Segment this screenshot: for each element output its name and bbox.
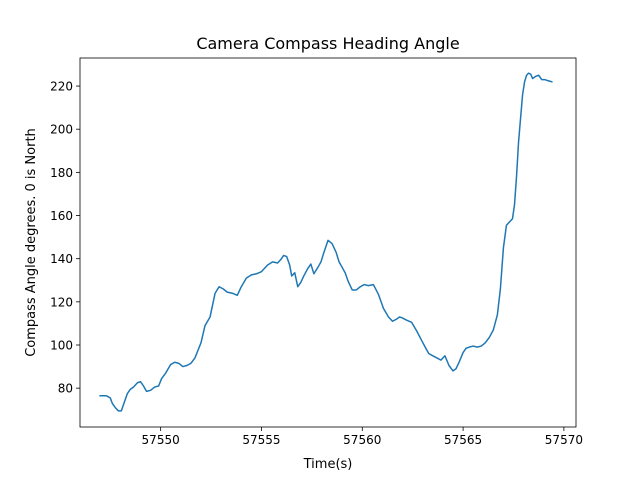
y-tick-label: 140 <box>50 252 73 266</box>
y-tick-label: 180 <box>50 166 73 180</box>
y-tick-label: 220 <box>50 80 73 94</box>
chart-title: Camera Compass Heading Angle <box>196 34 459 53</box>
x-tick-label: 57555 <box>242 433 280 447</box>
y-tick-label: 200 <box>50 123 73 137</box>
y-tick-label: 120 <box>50 295 73 309</box>
y-axis: 80 100 120 140 160 180 200 220 <box>50 80 80 396</box>
x-tick-label: 57565 <box>444 433 482 447</box>
x-tick-label: 57550 <box>142 433 180 447</box>
x-tick-label: 57570 <box>545 433 583 447</box>
y-tick-label: 160 <box>50 209 73 223</box>
plot-area <box>99 72 553 412</box>
axes-frame <box>79 57 577 428</box>
y-tick-label: 80 <box>58 382 73 396</box>
x-axis: 57550 57555 57560 57565 57570 <box>142 427 583 447</box>
y-axis-label: Compass Angle degrees. 0 is North <box>24 128 39 357</box>
x-axis-label: Time(s) <box>303 457 353 472</box>
y-tick-label: 100 <box>50 339 73 353</box>
x-tick-label: 57560 <box>343 433 381 447</box>
series-line <box>99 72 553 412</box>
